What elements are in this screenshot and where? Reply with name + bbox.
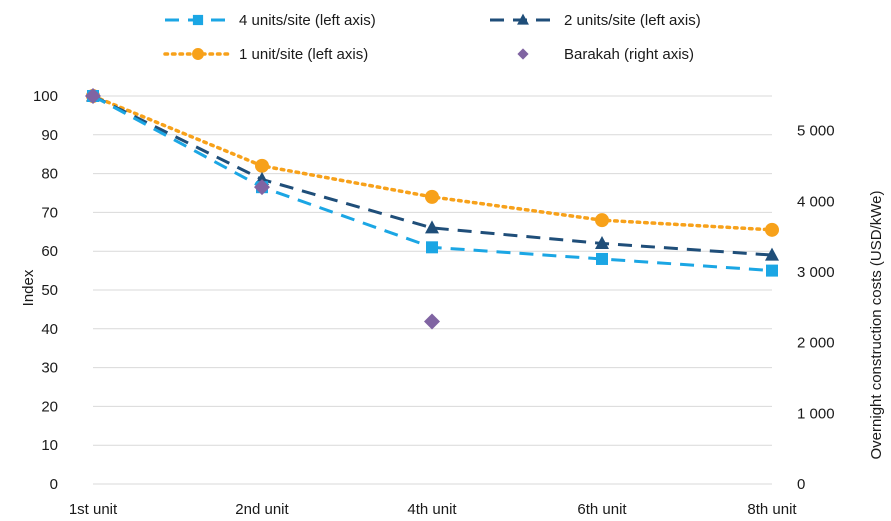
left-axis-ticks: 0 10 20 30 40 50 60 70 80 90 100 bbox=[33, 88, 58, 493]
series-line bbox=[91, 94, 774, 232]
right-tick-label: 0 bbox=[797, 476, 805, 493]
left-tick-label: 10 bbox=[41, 437, 58, 454]
legend-marker-square bbox=[192, 14, 204, 26]
data-point-square bbox=[766, 264, 778, 277]
right-axis-ticks: 0 1 000 2 000 3 000 4 000 5 000 bbox=[797, 123, 835, 493]
x-tick-label: 2nd unit bbox=[235, 501, 289, 518]
data-point-triangle bbox=[765, 247, 779, 261]
gridlines bbox=[93, 95, 772, 485]
legend: 4 units/site (left axis) 2 units/site (le… bbox=[163, 12, 701, 63]
data-point-diamond bbox=[85, 88, 101, 104]
plot-series bbox=[85, 88, 779, 330]
data-point-square bbox=[426, 241, 438, 254]
data-point-diamond bbox=[424, 313, 440, 330]
right-tick-label: 5 000 bbox=[797, 123, 835, 140]
right-tick-label: 3 000 bbox=[797, 264, 835, 281]
data-point-circle bbox=[595, 213, 609, 228]
right-tick-label: 4 000 bbox=[797, 193, 835, 210]
right-axis-title: Overnight construction costs (USD/kWe) bbox=[868, 191, 885, 460]
data-point-circle bbox=[425, 189, 439, 204]
left-tick-label: 0 bbox=[50, 476, 58, 493]
legend-marker-circle bbox=[192, 48, 204, 60]
series-triangle bbox=[86, 88, 779, 261]
legend-label: 2 units/site (left axis) bbox=[564, 12, 701, 29]
legend-label: Barakah (right axis) bbox=[564, 46, 694, 63]
data-point-diamond bbox=[254, 179, 270, 196]
legend-item: Barakah (right axis) bbox=[517, 46, 694, 63]
data-point-triangle bbox=[595, 235, 609, 249]
data-point-circle bbox=[255, 158, 269, 173]
legend-item: 1 unit/site (left axis) bbox=[163, 46, 368, 63]
left-tick-label: 70 bbox=[41, 204, 58, 221]
left-tick-label: 80 bbox=[41, 166, 58, 183]
x-tick-label: 4th unit bbox=[407, 501, 457, 518]
left-tick-label: 100 bbox=[33, 88, 58, 105]
legend-label: 4 units/site (left axis) bbox=[239, 12, 376, 29]
x-tick-label: 8th unit bbox=[747, 501, 797, 518]
left-axis-title: Index bbox=[20, 269, 37, 306]
left-tick-label: 40 bbox=[41, 321, 58, 338]
left-tick-label: 50 bbox=[41, 282, 58, 299]
x-tick-label: 6th unit bbox=[577, 501, 627, 518]
series-diamond bbox=[85, 88, 440, 330]
left-tick-label: 20 bbox=[41, 398, 58, 415]
data-point-square bbox=[596, 252, 608, 265]
x-axis-ticks: 1st unit 2nd unit 4th unit 6th unit 8th unit bbox=[69, 501, 798, 518]
legend-label: 1 unit/site (left axis) bbox=[239, 46, 368, 63]
legend-marker-triangle bbox=[517, 13, 529, 25]
legend-marker-diamond bbox=[517, 48, 529, 60]
series-circle bbox=[86, 89, 779, 237]
data-point-triangle bbox=[425, 220, 439, 234]
left-tick-label: 60 bbox=[41, 243, 58, 260]
left-tick-label: 90 bbox=[41, 127, 58, 144]
right-tick-label: 2 000 bbox=[797, 335, 835, 352]
right-tick-label: 1 000 bbox=[797, 405, 835, 422]
series-line bbox=[92, 94, 773, 257]
legend-item: 2 units/site (left axis) bbox=[490, 12, 701, 29]
legend-item: 4 units/site (left axis) bbox=[165, 12, 376, 29]
left-tick-label: 30 bbox=[41, 360, 58, 377]
x-tick-label: 1st unit bbox=[69, 501, 118, 518]
data-point-circle bbox=[765, 222, 779, 237]
